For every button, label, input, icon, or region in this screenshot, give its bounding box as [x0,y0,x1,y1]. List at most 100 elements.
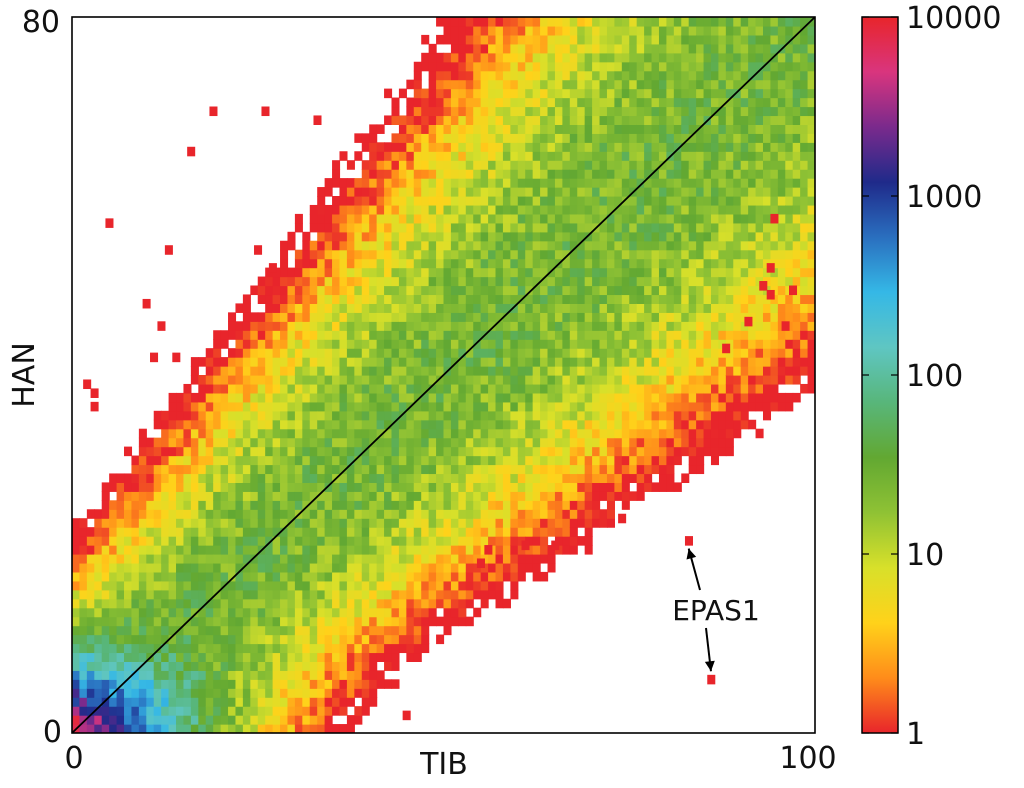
heatmap-cell [562,303,571,313]
heatmap-cell [376,643,385,654]
heatmap-cell [488,34,497,45]
heatmap-cell [666,187,675,197]
heatmap-cell [109,473,118,483]
heatmap-cell [762,70,772,81]
heatmap-cell [72,661,81,671]
heatmap-cell [391,178,400,188]
heatmap-cell [502,285,511,296]
heatmap-cell [235,527,244,537]
heatmap-cell [554,509,563,519]
heatmap-cell [235,545,244,555]
heatmap-cell [495,401,504,412]
heatmap-cell [606,428,615,439]
heatmap-cell [569,187,578,197]
heatmap-cell [391,616,400,627]
heatmap-cell [606,52,615,63]
heatmap-cell [317,419,326,430]
heatmap-cell [391,187,400,197]
heatmap-cell [384,392,393,403]
heatmap-cell [777,276,786,287]
heatmap-cell [354,634,363,645]
heatmap-cell [72,536,81,546]
heatmap-cell [703,169,712,179]
heatmap-cell [725,312,734,322]
heatmap-cell [406,213,415,224]
heatmap-cell [584,267,593,278]
heatmap-cell [235,500,244,510]
heatmap-cell [242,652,251,662]
heatmap-cell [294,267,303,278]
heatmap-cell [332,160,341,170]
heatmap-cell [428,312,437,322]
heatmap-cell [324,500,333,510]
heatmap-cell [473,366,482,376]
heatmap-cell [755,240,764,251]
heatmap-cell [205,392,214,403]
heatmap-cell [696,339,705,349]
heatmap-cell [777,312,786,322]
heatmap-cell [696,321,705,331]
heatmap-cell [569,222,578,233]
heatmap-cell [458,491,467,501]
heatmap-cell [116,562,125,573]
heatmap-cell [242,491,251,501]
heatmap-cell [450,339,459,349]
heatmap-cell [480,312,489,322]
heatmap-cell [406,303,415,313]
heatmap-cell [413,562,422,573]
heatmap-cell [332,348,341,358]
heatmap-cell [673,321,682,331]
heatmap-cell [153,715,162,725]
heatmap-cell [532,366,541,376]
heatmap-cell [443,294,452,304]
heatmap-cell [94,509,103,519]
heatmap-cell [309,464,318,475]
heatmap-cell [324,518,333,528]
heatmap-cell [190,366,199,376]
heatmap-cell [228,670,237,680]
heatmap-cell [109,661,118,671]
heatmap-cell [235,330,244,340]
heatmap-cell [703,357,712,367]
heatmap-cell [242,589,251,600]
heatmap-cell [740,357,749,367]
heatmap-cell [688,34,697,45]
heatmap-cell [346,410,355,421]
heatmap-cell [436,634,445,645]
heatmap-cell [547,509,556,519]
heatmap-cell [183,437,192,448]
heatmap-cell [257,366,266,376]
heatmap-cell [161,410,170,421]
heatmap-cell [525,509,534,519]
heatmap-cell [517,249,526,260]
heatmap-cell [176,554,185,564]
heatmap-cell [116,697,125,707]
heatmap-cell [525,401,534,412]
heatmap-cell [116,554,125,564]
heatmap-cell [421,437,430,448]
heatmap-cell [146,482,155,492]
heatmap-cell [198,527,207,537]
heatmap-cell [703,392,712,403]
heatmap-cell [376,652,385,662]
heatmap-cell [361,285,370,296]
heatmap-cell [421,464,430,475]
heatmap-cell [257,446,266,457]
heatmap-cell [354,330,363,340]
heatmap-cells [72,17,815,733]
heatmap-cell [681,34,690,45]
heatmap-cell [332,679,341,689]
heatmap-cell [458,410,467,421]
heatmap-cell [517,61,526,72]
heatmap-cell [384,169,393,179]
heatmap-cell [398,276,407,287]
heatmap-cell [465,106,474,117]
heatmap-cell [294,652,303,662]
heatmap-cell [324,285,333,296]
heatmap-cell [406,464,415,475]
heatmap-cell [517,160,526,170]
heatmap-cell [428,321,437,331]
heatmap-cell [562,79,571,90]
heatmap-cell [473,151,482,161]
heatmap-cell [755,383,764,394]
